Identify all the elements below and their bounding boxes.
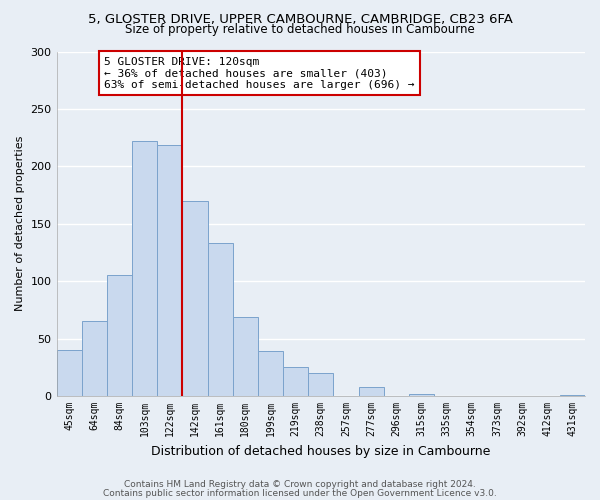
- Bar: [233, 317, 258, 396]
- Text: 5, GLOSTER DRIVE, UPPER CAMBOURNE, CAMBRIDGE, CB23 6FA: 5, GLOSTER DRIVE, UPPER CAMBOURNE, CAMBR…: [88, 12, 512, 26]
- Bar: [409, 394, 434, 396]
- Text: Contains HM Land Registry data © Crown copyright and database right 2024.: Contains HM Land Registry data © Crown c…: [124, 480, 476, 489]
- Bar: [258, 352, 283, 396]
- Text: Size of property relative to detached houses in Cambourne: Size of property relative to detached ho…: [125, 22, 475, 36]
- Bar: [182, 201, 208, 396]
- Bar: [107, 276, 132, 396]
- Bar: [132, 141, 157, 396]
- X-axis label: Distribution of detached houses by size in Cambourne: Distribution of detached houses by size …: [151, 444, 490, 458]
- Bar: [56, 350, 82, 396]
- Y-axis label: Number of detached properties: Number of detached properties: [15, 136, 25, 312]
- Bar: [359, 387, 383, 396]
- Text: Contains public sector information licensed under the Open Government Licence v3: Contains public sector information licen…: [103, 488, 497, 498]
- Bar: [283, 368, 308, 396]
- Bar: [208, 244, 233, 396]
- Bar: [157, 144, 182, 396]
- Text: 5 GLOSTER DRIVE: 120sqm
← 36% of detached houses are smaller (403)
63% of semi-d: 5 GLOSTER DRIVE: 120sqm ← 36% of detache…: [104, 56, 415, 90]
- Bar: [560, 395, 585, 396]
- Bar: [82, 322, 107, 396]
- Bar: [308, 373, 334, 396]
